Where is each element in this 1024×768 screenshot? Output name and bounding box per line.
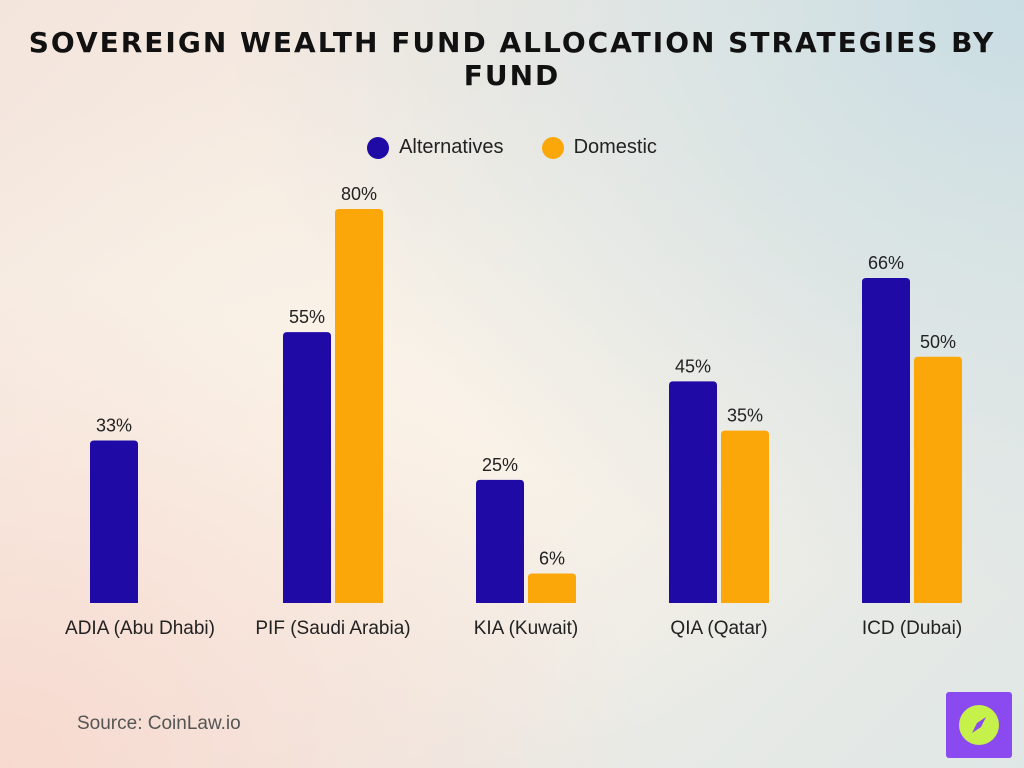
data-label-alternatives-0: 33% [96, 415, 132, 435]
bar-alternatives-1 [283, 332, 331, 603]
bar-alternatives-2 [476, 479, 524, 603]
data-label-alternatives-4: 66% [868, 253, 904, 273]
bar-alternatives-0 [90, 440, 138, 603]
legend-swatch-domestic [541, 136, 564, 159]
legend-swatch-alternatives [367, 136, 390, 159]
bar-domestic-3 [721, 430, 769, 603]
legend-item-domestic: Domestic [541, 136, 657, 159]
category-label-3: QIA (Qatar) [670, 618, 767, 639]
bar-alternatives-3 [669, 381, 717, 603]
data-label-domestic-4: 50% [920, 332, 956, 352]
chart-title: Sovereign Wealth Fund Allocation Strateg… [28, 26, 996, 92]
category-label-4: ICD (Dubai) [862, 618, 962, 639]
bar-alternatives-4 [862, 277, 910, 603]
data-label-domestic-2: 6% [539, 548, 565, 568]
legend: Alternatives Domestic [0, 136, 1024, 159]
source-note: Source: CoinLaw.io [77, 713, 241, 734]
category-label-2: KIA (Kuwait) [474, 618, 579, 639]
brand-logo [946, 692, 1012, 758]
category-label-0: ADIA (Abu Dhabi) [65, 618, 215, 639]
compass-icon [959, 705, 999, 745]
data-label-alternatives-2: 25% [482, 455, 518, 475]
data-label-domestic-1: 80% [341, 184, 377, 204]
legend-label-alternatives: Alternatives [399, 136, 504, 158]
legend-item-alternatives: Alternatives [367, 136, 504, 159]
category-label-1: PIF (Saudi Arabia) [255, 618, 410, 639]
data-label-alternatives-1: 55% [289, 307, 325, 327]
bar-domestic-4 [914, 356, 962, 603]
legend-label-domestic: Domestic [573, 136, 657, 158]
bar-domestic-2 [528, 573, 576, 603]
data-label-alternatives-3: 45% [675, 356, 711, 376]
data-label-domestic-3: 35% [727, 406, 763, 426]
bar-domestic-1 [335, 209, 383, 603]
